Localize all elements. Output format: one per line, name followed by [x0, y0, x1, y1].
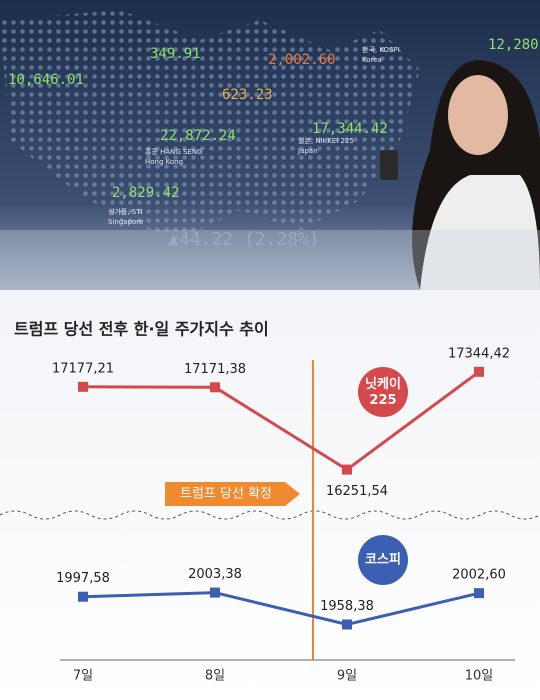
- person-face: [448, 75, 508, 155]
- point: [78, 591, 88, 602]
- value-label: 17177,21: [52, 361, 114, 376]
- ticker: 10,646.01: [8, 72, 84, 88]
- ticker: 349.91: [150, 46, 201, 62]
- legend-badge: [358, 535, 408, 585]
- x-tick-label: 10일: [465, 669, 494, 684]
- ticker-label: 한국, KOSPI: [362, 46, 400, 54]
- annotation-box: 트럼프 당선 확정: [165, 482, 300, 506]
- legend-badge: [358, 367, 408, 417]
- ticker-label: 싱가폴, STI: [108, 207, 143, 216]
- value-label: 2003,38: [188, 567, 242, 582]
- point: [210, 587, 220, 598]
- legend-label: 닛케이 225: [365, 376, 401, 408]
- axis-break: [0, 510, 540, 520]
- chart-title: 트럼프 당선 전후 한·일 주가지수 추이: [14, 320, 269, 339]
- ticker: 2,829.42: [112, 185, 179, 201]
- point: [342, 464, 352, 475]
- point: [342, 619, 352, 630]
- x-tick-label: 7일: [73, 669, 93, 684]
- value-label: 1958,38: [320, 599, 374, 614]
- ticker: 623.23: [222, 87, 273, 103]
- phone: [380, 150, 398, 180]
- value-label: 17344,42: [448, 346, 510, 361]
- value-label: 16251,54: [326, 484, 388, 499]
- point: [210, 382, 220, 393]
- ticker: 22,872.24: [160, 128, 236, 144]
- ticker-label: Japan: [297, 147, 318, 155]
- dot-map: [0, 10, 420, 240]
- value-label: 2002,60: [452, 568, 506, 583]
- point: [474, 588, 484, 599]
- x-tick-label: 8일: [205, 669, 225, 684]
- ticker-label: 일본, NIKKEI 225: [298, 136, 354, 145]
- legend-label: 코스피: [365, 553, 401, 568]
- ticker-label: Korea: [362, 56, 382, 64]
- ticker-label: 홍콩 HANG SENG: [145, 147, 203, 156]
- annotation-shape: [165, 482, 300, 506]
- point: [78, 381, 88, 392]
- value-label: 17171,38: [184, 362, 246, 377]
- point: [474, 366, 484, 377]
- ticker: 17,344.42: [312, 121, 388, 137]
- series-line: [82, 591, 480, 627]
- x-tick-label: 9일: [337, 669, 357, 684]
- person-shirt: [420, 175, 540, 290]
- ticker: ▲44.22 (2.28%): [168, 229, 320, 250]
- ticker: 12,280: [488, 37, 539, 53]
- photo-fade: [0, 230, 540, 290]
- annotation: 트럼프 당선 확정: [180, 487, 272, 502]
- ticker-label: Hong Kong: [145, 158, 183, 166]
- photo: 10,646.01 349.91 2,002.60 623.23 22,872.24 17…: [0, 0, 540, 290]
- series-line: [82, 370, 480, 472]
- value-label: 1997,58: [56, 571, 110, 586]
- ticker-label: Singapore: [108, 218, 143, 226]
- ticker: 2,002.60: [268, 52, 335, 68]
